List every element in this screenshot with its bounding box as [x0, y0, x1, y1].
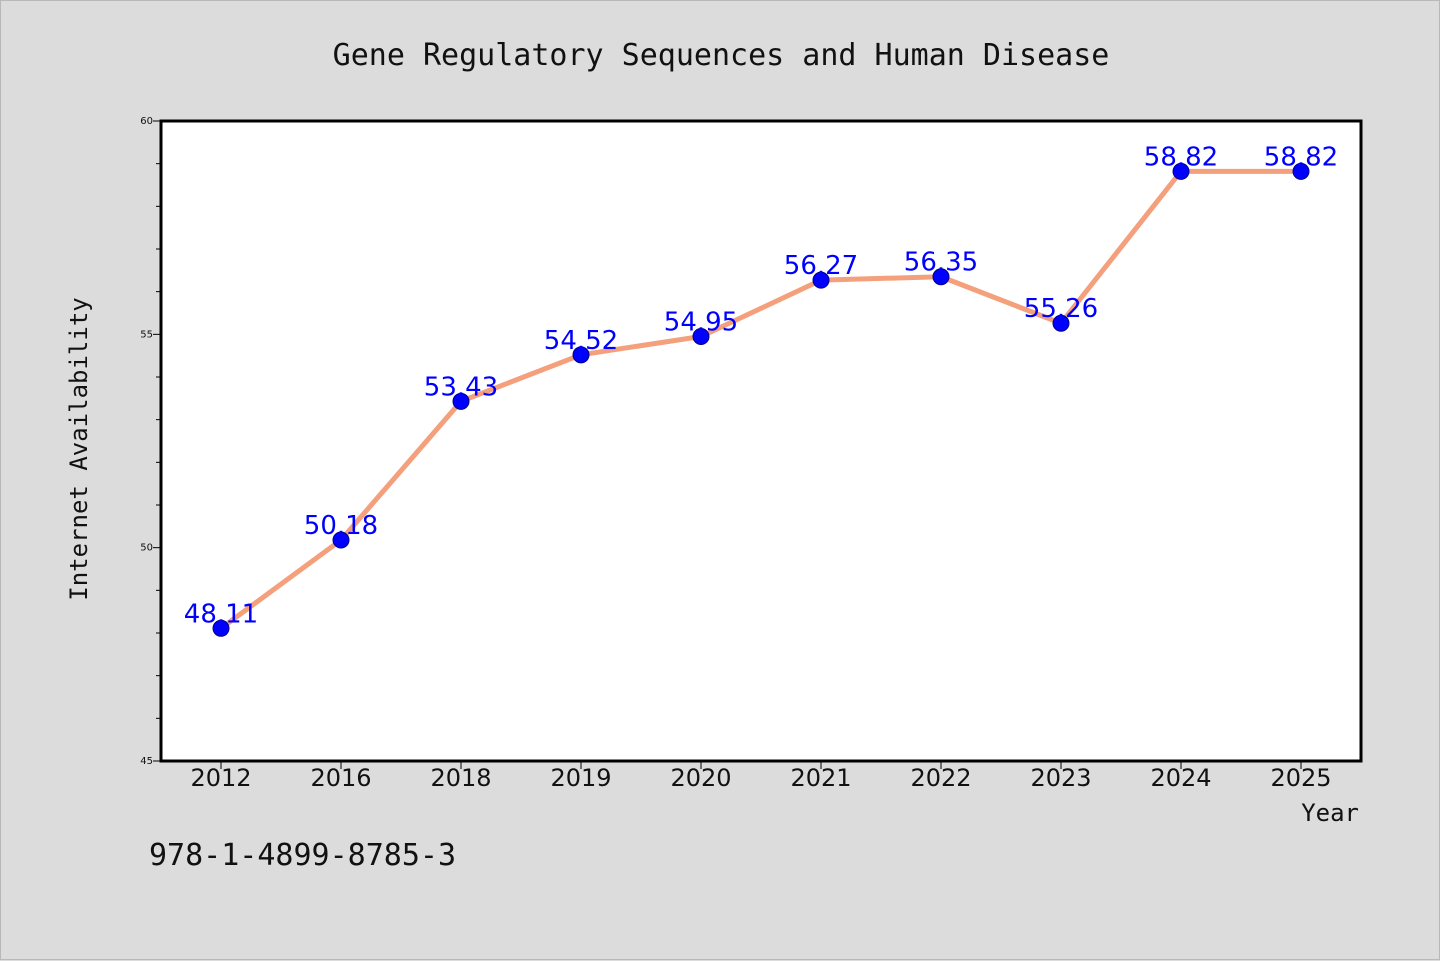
data-label-group: 48.11 50.18 53.43 54.52 54.95 56.27 56.35 55.26…	[184, 142, 1338, 629]
x-tick-label: 2020	[670, 764, 731, 792]
data-label: 50.18	[304, 511, 378, 541]
x-tick-label: 2022	[910, 764, 971, 792]
data-label: 55.26	[1024, 294, 1098, 324]
x-tick-label: 2024	[1150, 764, 1211, 792]
x-tick-label: 2019	[550, 764, 611, 792]
data-label: 53.43	[424, 372, 498, 402]
data-label: 56.35	[904, 248, 978, 278]
isbn-text: 978-1-4899-8785-3	[149, 838, 456, 873]
data-label: 56.27	[784, 251, 858, 281]
y-tick-label: 55	[140, 329, 153, 340]
x-tick-label: 2018	[430, 764, 491, 792]
data-point	[212, 619, 230, 637]
data-label: 54.95	[664, 307, 738, 337]
data-point	[692, 327, 710, 345]
data-label: 58.82	[1144, 142, 1218, 172]
chart-title: Gene Regulatory Sequences and Human Dise…	[333, 38, 1110, 73]
series-line	[218, 168, 1304, 631]
data-point	[1292, 162, 1310, 180]
data-label: 48.11	[184, 599, 258, 629]
data-point	[812, 271, 830, 289]
x-axis: 2012 2016 2018 2019 2020 2021 2022 2023 2024 2025	[190, 761, 1332, 792]
y-tick-label: 50	[140, 543, 153, 554]
data-point	[452, 392, 470, 410]
x-tick-label: 2025	[1270, 764, 1331, 792]
x-tick-label: 2023	[1030, 764, 1091, 792]
x-tick-label: 2012	[190, 764, 251, 792]
y-tick-label: 45	[140, 756, 153, 767]
y-tick-label: 60	[140, 116, 153, 127]
y-axis-label: Internet Availability	[65, 297, 93, 600]
x-tick-label: 2016	[310, 764, 371, 792]
data-point	[1172, 162, 1190, 180]
data-label: 58.82	[1264, 142, 1338, 172]
y-axis: 45 50 55 60	[140, 116, 161, 767]
data-point	[1052, 314, 1070, 332]
data-point	[932, 268, 950, 286]
x-axis-label: Year	[1301, 799, 1359, 827]
plot-area	[161, 121, 1361, 761]
x-tick-label: 2021	[790, 764, 851, 792]
data-label: 54.52	[544, 326, 618, 356]
data-point	[332, 531, 350, 549]
data-point	[572, 346, 590, 364]
series-line-group	[212, 162, 1310, 637]
plot-border	[159, 119, 1363, 763]
